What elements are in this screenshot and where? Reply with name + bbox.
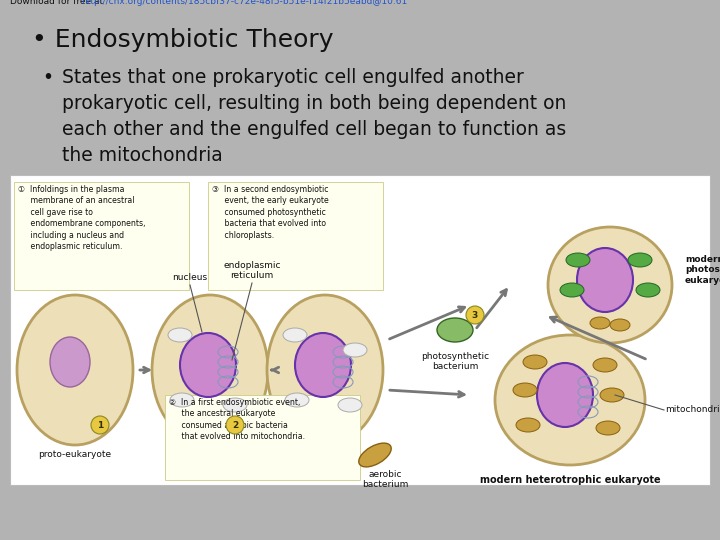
Ellipse shape: [168, 328, 192, 342]
Text: proto-eukaryote: proto-eukaryote: [38, 450, 112, 459]
Ellipse shape: [295, 333, 351, 397]
Ellipse shape: [590, 317, 610, 329]
Text: each other and the engulfed cell began to function as: each other and the engulfed cell began t…: [62, 120, 566, 139]
Ellipse shape: [636, 283, 660, 297]
Ellipse shape: [343, 343, 367, 357]
Ellipse shape: [628, 253, 652, 267]
Bar: [10, 175, 710, 485]
Ellipse shape: [17, 295, 133, 445]
Ellipse shape: [577, 248, 633, 312]
Ellipse shape: [283, 328, 307, 342]
Text: http://cnx.org/contents/185cbf37-c72e-48f5-b51e-f14f21b5eabd@10.61: http://cnx.org/contents/185cbf37-c72e-48…: [81, 0, 408, 6]
Ellipse shape: [359, 443, 391, 467]
Text: endoplasmic
reticulum: endoplasmic reticulum: [223, 261, 281, 280]
Text: • Endosymbiotic Theory: • Endosymbiotic Theory: [32, 28, 333, 52]
Ellipse shape: [600, 388, 624, 402]
Text: the mitochondria: the mitochondria: [62, 146, 222, 165]
Text: States that one prokaryotic cell engulfed another: States that one prokaryotic cell engulfe…: [62, 68, 524, 87]
Text: photosynthetic
bacterium: photosynthetic bacterium: [421, 352, 489, 372]
Text: ①  Infoldings in the plasma
     membrane of an ancestral
     cell gave rise to: ① Infoldings in the plasma membrane of a…: [18, 185, 145, 251]
Ellipse shape: [170, 393, 194, 407]
Circle shape: [466, 306, 484, 324]
Bar: [165, 395, 360, 480]
Text: modern
photosynthetic
eukaryote: modern photosynthetic eukaryote: [685, 255, 720, 285]
Text: ②  In a first endosymbiotic event,
     the ancestral eukaryote
     consumed ae: ② In a first endosymbiotic event, the an…: [169, 398, 305, 441]
Ellipse shape: [437, 318, 473, 342]
Text: The Endosymbiotic Theory: The Endosymbiotic Theory: [16, 183, 172, 193]
Text: 3: 3: [472, 310, 478, 320]
Ellipse shape: [513, 383, 537, 397]
Ellipse shape: [593, 358, 617, 372]
Bar: [14, 182, 189, 290]
Ellipse shape: [338, 398, 362, 412]
Ellipse shape: [152, 295, 268, 445]
Ellipse shape: [566, 253, 590, 267]
Ellipse shape: [267, 295, 383, 445]
Text: Download for free at: Download for free at: [10, 0, 106, 6]
Ellipse shape: [596, 421, 620, 435]
Text: nucleus: nucleus: [172, 273, 207, 282]
Text: modern heterotrophic eukaryote: modern heterotrophic eukaryote: [480, 475, 660, 485]
Text: ③  In a second endosymbiotic
     event, the early eukaryote
     consumed photo: ③ In a second endosymbiotic event, the e…: [212, 185, 329, 240]
Ellipse shape: [285, 393, 309, 407]
Text: prokaryotic cell, resulting in both being dependent on: prokaryotic cell, resulting in both bein…: [62, 94, 567, 113]
Ellipse shape: [516, 418, 540, 432]
Ellipse shape: [560, 283, 584, 297]
Text: 2: 2: [232, 421, 238, 429]
Ellipse shape: [223, 398, 247, 412]
Text: 1: 1: [97, 421, 103, 429]
Ellipse shape: [548, 227, 672, 343]
Text: •: •: [42, 68, 53, 87]
Ellipse shape: [50, 337, 90, 387]
Ellipse shape: [495, 335, 645, 465]
Circle shape: [226, 416, 244, 434]
Ellipse shape: [180, 333, 236, 397]
Circle shape: [91, 416, 109, 434]
Ellipse shape: [610, 319, 630, 331]
Text: aerobic
bacterium: aerobic bacterium: [362, 470, 408, 489]
Ellipse shape: [537, 363, 593, 427]
Text: mitochondrion: mitochondrion: [665, 406, 720, 415]
Ellipse shape: [523, 355, 547, 369]
Bar: [208, 182, 383, 290]
